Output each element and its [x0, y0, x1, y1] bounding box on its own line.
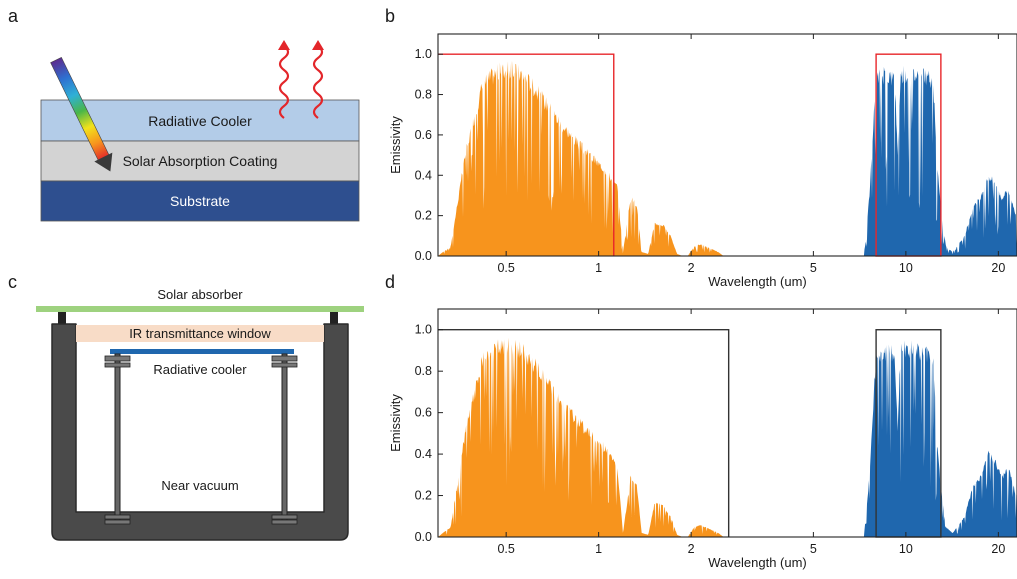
- solar-absorber-plate: [36, 306, 364, 312]
- chart-b-x-axis-title: Wavelength (um): [708, 274, 807, 289]
- thermal-radiation-arrows: [278, 40, 324, 119]
- substrate-label: Substrate: [170, 193, 230, 209]
- chart-b-xtick-label: 1: [595, 261, 602, 275]
- emissivity-chart-b: 0.0 0.2 0.4 0.6 0.8 1.0 0.5 1 2 5 10 20 Wavelength (…: [388, 33, 1017, 289]
- panel-a-diagram: Radiative Cooler Solar Absorption Coatin…: [40, 40, 360, 222]
- solar-absorber-label: Solar absorber: [157, 287, 243, 302]
- chart-d-xtick-label: 5: [810, 542, 817, 556]
- chart-b-xtick-label: 10: [899, 261, 913, 275]
- chart-b-xtick-label: 20: [991, 261, 1005, 275]
- chart-b-ytick-label: 1.0: [415, 47, 432, 61]
- chart-d-solar-spectrum-area: [438, 337, 724, 537]
- substrate-layer: [40, 180, 360, 222]
- chart-b-xtick-label: 2: [688, 261, 695, 275]
- sunlight-arrow: [50, 56, 113, 172]
- chart-d-xtick-label: 20: [991, 542, 1005, 556]
- chart-b-solar-band-box: [438, 53, 615, 256]
- chart-d-plot-frame: [437, 308, 1017, 538]
- chart-d-y-axis-title: Emissivity: [388, 394, 403, 452]
- chart-d-solar-band-box: [438, 329, 730, 537]
- panel-letter-d: d: [385, 272, 396, 292]
- chart-b-plot-frame: [437, 33, 1017, 257]
- chart-d-xtick-label: 0.5: [497, 542, 514, 556]
- panel-letter-a: a: [8, 6, 19, 26]
- chart-d-xtick-label: 1: [595, 542, 602, 556]
- chart-b-y-axis-title: Emissivity: [388, 116, 403, 174]
- chart-b-ytick-label: 0.2: [415, 209, 432, 223]
- chart-b-ytick-label: 0.0: [415, 249, 432, 263]
- chart-d-xtick-label: 2: [688, 542, 695, 556]
- chart-b-xtick-label: 5: [810, 261, 817, 275]
- solar-absorption-coating-label: Solar Absorption Coating: [123, 153, 278, 169]
- chart-b-xtick-label: 0.5: [497, 261, 514, 275]
- support-post-left: [58, 312, 66, 324]
- chart-b-atmospheric-window-area: [863, 65, 1017, 256]
- cooler-supports: [104, 353, 298, 525]
- chart-d-ytick-label: 0.4: [415, 447, 432, 461]
- chart-d-ytick-label: 0.6: [415, 406, 432, 420]
- radiative-cooler-plate: [110, 349, 294, 354]
- chart-d-ytick-label: 0.8: [415, 364, 432, 378]
- near-vacuum-label: Near vacuum: [161, 478, 238, 493]
- ir-transmittance-window: [76, 325, 324, 342]
- chart-b-ytick-label: 0.8: [415, 88, 432, 102]
- ir-window-label: IR transmittance window: [129, 326, 271, 341]
- chart-b-solar-spectrum-area: [438, 60, 724, 256]
- panel-c-diagram: Solar absorber IR transmittance window R…: [36, 287, 364, 541]
- chart-d-ytick-label: 0.2: [415, 489, 432, 503]
- chart-b-ytick-label: 0.4: [415, 168, 432, 182]
- support-post-right: [330, 312, 338, 324]
- chart-d-ytick-label: 0.0: [415, 530, 432, 544]
- radiative-cooler-chamber-label: Radiative cooler: [153, 362, 247, 377]
- chart-d-ytick-label: 1.0: [415, 323, 432, 337]
- chart-b-ytick-label: 0.6: [415, 128, 432, 142]
- chart-d-atmospheric-window-area: [863, 340, 1017, 537]
- chart-d-x-axis-title: Wavelength (um): [708, 555, 807, 570]
- radiative-cooler-label: Radiative Cooler: [148, 113, 252, 129]
- vacuum-chamber: [51, 323, 349, 541]
- panel-letter-c: c: [8, 272, 17, 292]
- chart-d-xtick-label: 10: [899, 542, 913, 556]
- panel-letter-b: b: [385, 6, 396, 26]
